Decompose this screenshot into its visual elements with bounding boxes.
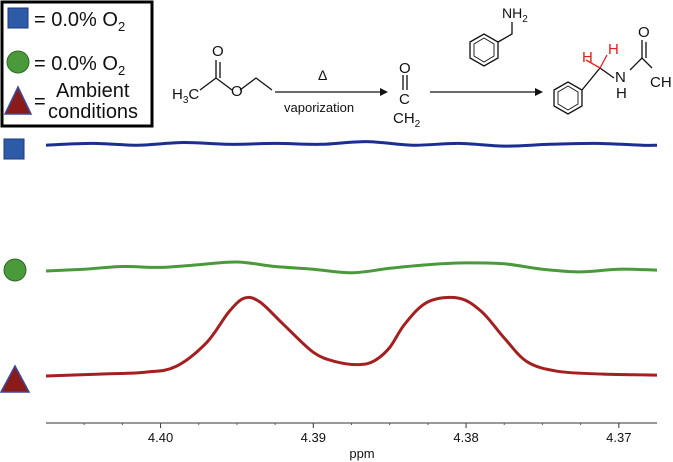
legend-square-marker: [7, 7, 29, 29]
arrow1-vaporization: vaporization: [284, 100, 354, 115]
ketene-double-bond: [402, 75, 408, 90]
product-nh-hydrogen: H: [616, 85, 627, 102]
series-line-circle: [45, 260, 658, 275]
product-carbonyl-oxygen: O: [638, 24, 650, 41]
x-axis-label: ppm: [349, 446, 374, 461]
ketene-carbon: C: [399, 91, 410, 108]
reaction-scheme: [199, 22, 653, 115]
legend-triangle-marker: [3, 85, 33, 115]
legend: = 0.0% O2 = 0.0% O2 = Ambient conditions: [0, 0, 154, 128]
series-circle-marker: [3, 258, 27, 282]
ethyl-acetate-structure: [199, 60, 273, 91]
legend-item-3-eq: =: [34, 91, 46, 113]
spectrum-plot: [45, 140, 658, 378]
series-markers: [0, 138, 31, 393]
arrow1-delta: Δ: [318, 67, 327, 83]
benzylamine-nh2: NH2: [502, 5, 528, 25]
arrow-vaporization-head: [380, 88, 388, 96]
reactant-carbonyl-oxygen: O: [212, 43, 224, 60]
product-h-highlight-1: H: [582, 49, 593, 66]
reactant-ester-oxygen: O: [231, 83, 243, 100]
product-structure: [553, 40, 653, 115]
product-methyl: CH: [650, 74, 672, 91]
scheme-labels: H3C O O Δ vaporization O C CH2 NH2 H H N…: [172, 5, 672, 130]
product-h-highlight-2: H: [608, 41, 619, 58]
legend-item-3-line1: Ambient: [56, 80, 130, 102]
x-tick-label: 4.39: [301, 430, 326, 445]
ketene-oxygen: O: [399, 60, 411, 77]
x-tick-label: 4.38: [453, 430, 478, 445]
legend-circle-marker: [6, 50, 30, 74]
series-line-square: [45, 140, 658, 148]
x-axis: 4.40 4.39 4.38 4.37: [46, 422, 657, 445]
product-nitrogen: N: [615, 69, 626, 86]
series-line-triangle: [45, 295, 658, 378]
legend-item-1-label: = 0.0% O2: [34, 9, 125, 34]
benzylamine-structure: [469, 22, 513, 67]
x-tick-label: 4.40: [148, 430, 173, 445]
series-square-marker: [3, 138, 25, 160]
reactant-ch3-label: H3C: [172, 86, 199, 106]
ketene-ch2: CH2: [393, 110, 421, 130]
series-triangle-marker: [0, 364, 31, 393]
legend-item-2-label: = 0.0% O2: [34, 53, 125, 78]
legend-item-3-line2: conditions: [48, 101, 138, 123]
arrow-amine-head: [535, 88, 543, 96]
x-tick-label: 4.37: [606, 430, 631, 445]
